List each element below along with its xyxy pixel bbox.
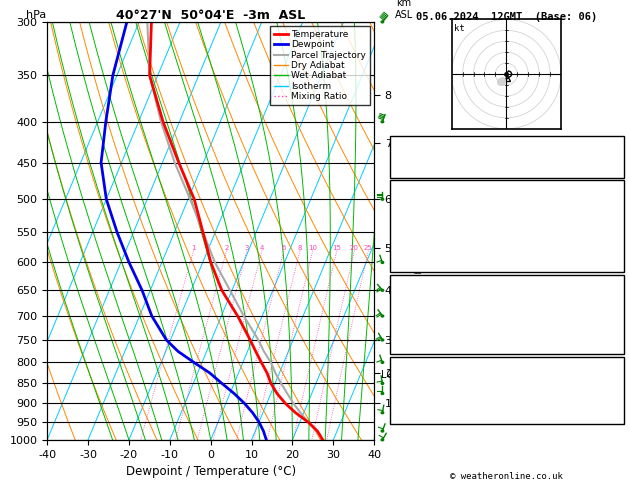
- Text: 27.4: 27.4: [599, 195, 622, 205]
- Text: 10: 10: [308, 245, 317, 251]
- Text: PW (cm): PW (cm): [392, 163, 433, 174]
- Text: 15: 15: [332, 245, 341, 251]
- Text: Temp (°C): Temp (°C): [392, 195, 445, 205]
- Text: Surface: Surface: [486, 182, 528, 192]
- Text: © weatheronline.co.uk: © weatheronline.co.uk: [450, 472, 563, 481]
- Title: 40°27'N  50°04'E  -3m  ASL: 40°27'N 50°04'E -3m ASL: [116, 9, 305, 22]
- Text: -38: -38: [604, 384, 622, 394]
- Text: 1: 1: [616, 233, 622, 243]
- Text: 3: 3: [616, 409, 622, 419]
- Text: 1: 1: [191, 245, 196, 251]
- Text: 36: 36: [610, 328, 622, 337]
- Text: 327: 327: [604, 220, 622, 230]
- Text: 42: 42: [610, 151, 622, 161]
- Text: 6: 6: [282, 245, 286, 251]
- Text: 25: 25: [364, 245, 373, 251]
- Text: 1: 1: [616, 315, 622, 325]
- Text: StmSpd (kt): StmSpd (kt): [392, 409, 457, 419]
- Text: 36: 36: [610, 245, 622, 255]
- Text: kt: kt: [454, 24, 465, 33]
- Text: Lifted Index: Lifted Index: [392, 315, 462, 325]
- Text: Pressure (mb): Pressure (mb): [392, 290, 468, 299]
- Text: 315: 315: [604, 258, 622, 268]
- Text: 05.06.2024  12GMT  (Base: 06): 05.06.2024 12GMT (Base: 06): [416, 12, 597, 22]
- Text: -39: -39: [604, 371, 622, 382]
- Text: CAPE (J): CAPE (J): [392, 328, 439, 337]
- Text: Hodograph: Hodograph: [481, 359, 533, 369]
- Text: Dewp (°C): Dewp (°C): [392, 208, 445, 217]
- Text: Totals Totals: Totals Totals: [392, 151, 468, 161]
- Text: θₑ (K): θₑ (K): [392, 302, 427, 312]
- Text: EH: EH: [392, 371, 404, 382]
- Text: km
ASL: km ASL: [394, 0, 413, 20]
- Text: K: K: [392, 138, 398, 148]
- Text: SREH: SREH: [392, 384, 415, 394]
- Text: 2: 2: [225, 245, 229, 251]
- Text: CAPE (J): CAPE (J): [392, 245, 439, 255]
- Text: CIN (J): CIN (J): [392, 340, 433, 350]
- Text: Lifted Index: Lifted Index: [392, 233, 462, 243]
- Legend: Temperature, Dewpoint, Parcel Trajectory, Dry Adiabat, Wet Adiabat, Isotherm, Mi: Temperature, Dewpoint, Parcel Trajectory…: [270, 26, 370, 104]
- Text: 4: 4: [260, 245, 264, 251]
- Text: 8: 8: [298, 245, 302, 251]
- Text: 1015: 1015: [599, 290, 622, 299]
- Text: StmDir: StmDir: [392, 397, 427, 407]
- X-axis label: Dewpoint / Temperature (°C): Dewpoint / Temperature (°C): [126, 465, 296, 478]
- Text: θₑ(K): θₑ(K): [392, 220, 421, 230]
- Text: 97°: 97°: [604, 397, 622, 407]
- Text: hPa: hPa: [26, 10, 46, 20]
- Text: LCL: LCL: [381, 370, 399, 380]
- Y-axis label: Mixing Ratio (g/kg): Mixing Ratio (g/kg): [413, 185, 422, 277]
- Text: 1.82: 1.82: [599, 163, 622, 174]
- Text: 3: 3: [245, 245, 249, 251]
- Text: 327: 327: [604, 302, 622, 312]
- Text: CIN (J): CIN (J): [392, 258, 433, 268]
- Text: 13.6: 13.6: [599, 208, 622, 217]
- Text: 14: 14: [610, 138, 622, 148]
- Text: 315: 315: [604, 340, 622, 350]
- Text: Most Unstable: Most Unstable: [469, 277, 545, 287]
- Text: 20: 20: [350, 245, 359, 251]
